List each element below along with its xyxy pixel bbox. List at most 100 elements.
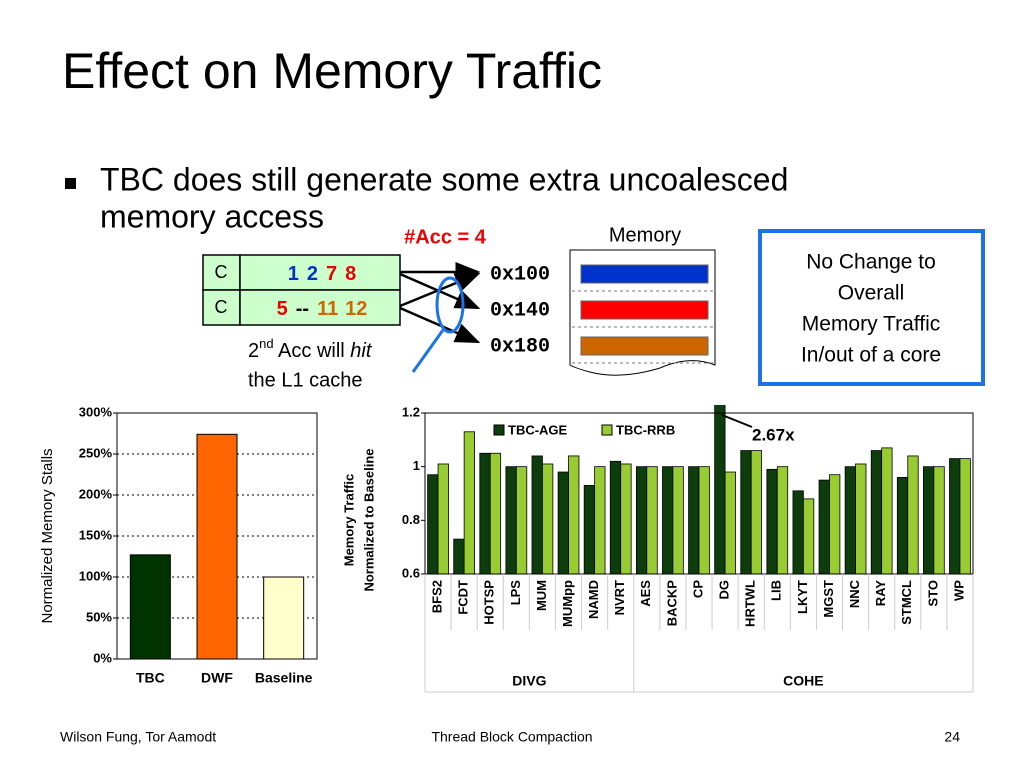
x-tick-label: NNC xyxy=(847,579,862,608)
x-tick-label: BACKP xyxy=(664,580,679,627)
bar xyxy=(515,466,528,574)
bar xyxy=(844,466,856,574)
bar xyxy=(557,471,569,574)
bar xyxy=(594,466,606,574)
y-tick-label: 200% xyxy=(79,486,113,501)
plot-frame xyxy=(116,412,318,660)
x-tick-label: MUM xyxy=(534,580,549,611)
bar xyxy=(829,474,841,574)
x-tick-label: LKYT xyxy=(795,580,810,614)
y-tick-label: 300% xyxy=(79,404,113,419)
callout-text: Memory Traffic xyxy=(802,313,940,336)
bar xyxy=(453,538,465,574)
callout-text: In/out of a core xyxy=(801,344,941,367)
y-axis-label: Normalized to Baseline xyxy=(361,448,376,591)
x-tick-label: NVRT xyxy=(612,580,627,615)
memory-label: Memory xyxy=(609,224,681,246)
x-tick-label: MGST xyxy=(821,580,836,618)
bar xyxy=(740,450,752,574)
thread-ids: 5 -- 11 12 xyxy=(277,298,368,320)
address: 0x100 xyxy=(490,263,550,286)
bar xyxy=(129,554,171,660)
bullet-text: memory access xyxy=(100,198,324,234)
bar xyxy=(855,463,867,574)
bar xyxy=(776,466,789,574)
bar xyxy=(531,455,543,574)
x-tick-label: DWF xyxy=(201,670,233,686)
bar xyxy=(437,463,449,574)
bar xyxy=(672,466,684,574)
bar xyxy=(766,468,778,574)
x-tick-label: RAY xyxy=(873,580,888,607)
group-label: COHE xyxy=(783,673,823,689)
y-tick-label: 0.6 xyxy=(402,565,420,580)
warp-tag: C xyxy=(215,297,228,317)
x-tick-label: Baseline xyxy=(255,670,313,686)
x-tick-label: AES xyxy=(638,580,653,607)
x-tick-label: HOTSP xyxy=(482,580,497,625)
legend-swatch xyxy=(601,424,613,436)
bar xyxy=(479,452,491,574)
bar xyxy=(923,466,935,574)
bars xyxy=(427,405,971,574)
memory-block xyxy=(580,300,709,320)
x-tick-label: NAMD xyxy=(586,580,601,619)
bar xyxy=(802,498,815,574)
x-tick-label: LIB xyxy=(769,580,784,601)
note-text: the L1 cache xyxy=(248,369,363,391)
thread-id: 5 xyxy=(277,298,288,320)
plot-frame xyxy=(424,412,974,575)
thread-id: 11 xyxy=(317,298,338,320)
x-tick-label: BFS2 xyxy=(429,580,444,613)
x-tick-label: STO xyxy=(925,580,940,607)
bar xyxy=(688,466,700,574)
bar xyxy=(933,466,945,574)
bar xyxy=(505,466,517,574)
arrows xyxy=(399,262,481,344)
y-tick-label: 50% xyxy=(86,609,112,624)
bar xyxy=(881,447,893,574)
y-tick-label: 100% xyxy=(79,568,113,583)
x-tick-label: STMCL xyxy=(899,580,914,625)
x-tick-label: MUMpp xyxy=(560,580,575,627)
y-axis-label: Normalized Memory Stalls xyxy=(39,448,56,623)
bar xyxy=(818,479,830,574)
x-tick-label: CP xyxy=(690,580,705,598)
address: 0x140 xyxy=(490,299,550,322)
legend-label: TBC-AGE xyxy=(508,422,568,437)
legend-box xyxy=(488,420,700,442)
note: 2nd Acc will hit xyxy=(248,336,373,362)
bar xyxy=(949,458,961,574)
bar xyxy=(635,466,648,574)
footer-title: Thread Block Compaction xyxy=(431,729,592,745)
callout-text: Overall xyxy=(838,282,905,305)
y-tick-label: 0% xyxy=(93,650,112,665)
thread-id: 8 xyxy=(345,263,356,285)
address: 0x180 xyxy=(490,335,550,358)
bar xyxy=(542,463,554,574)
bar xyxy=(427,474,439,574)
bar xyxy=(907,455,919,574)
note-text: Acc will xyxy=(274,340,351,362)
bar xyxy=(620,463,632,574)
bar xyxy=(646,466,658,574)
thread-id: -- xyxy=(296,298,309,320)
annotation: 2.67x xyxy=(752,425,795,444)
y-tick-label: 150% xyxy=(79,527,113,542)
acc-label: #Acc = 4 xyxy=(404,226,487,248)
page-number: 24 xyxy=(944,729,960,745)
bullet-marker xyxy=(65,178,76,189)
x-tick-label: DG xyxy=(717,580,732,600)
legend-swatch xyxy=(493,424,505,436)
slide-title: Effect on Memory Traffic xyxy=(62,43,602,99)
bullet-text: TBC does still generate some extra uncoa… xyxy=(100,161,788,197)
bar xyxy=(489,452,502,574)
bar xyxy=(662,466,674,574)
note-text: hit xyxy=(350,340,373,362)
callout-text: No Change to xyxy=(806,251,936,274)
bar xyxy=(463,431,475,574)
legend-label: TBC-RRB xyxy=(616,422,675,437)
